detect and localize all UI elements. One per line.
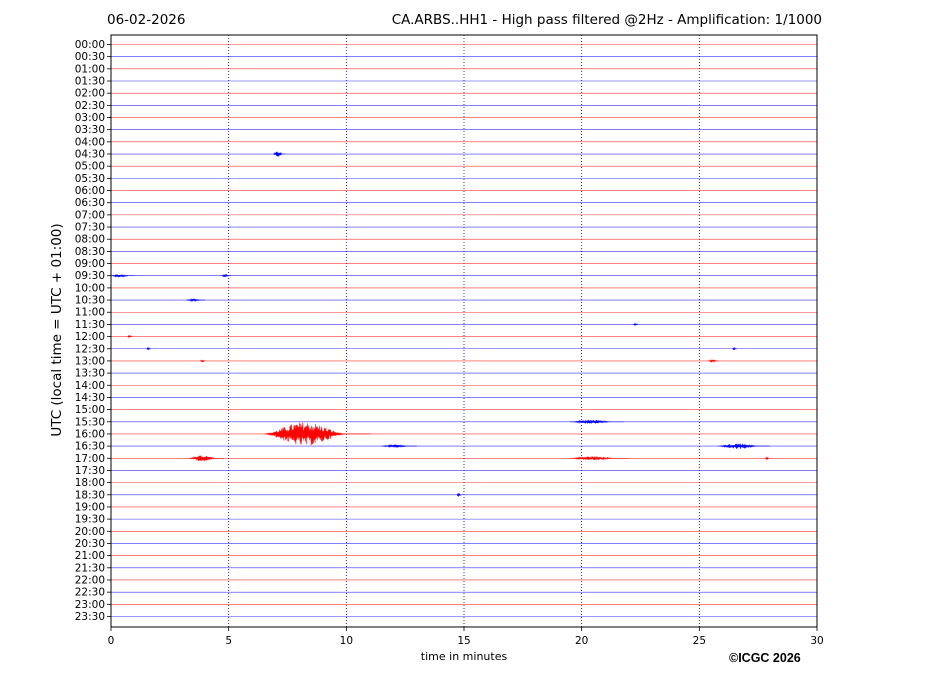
y-tick-label: 22:30 xyxy=(75,587,105,599)
y-axis-label: UTC (local time = UTC + 01:00) xyxy=(49,223,65,437)
y-tick-label: 14:00 xyxy=(75,380,105,392)
chart-title: CA.ARBS..HH1 - High pass filtered @2Hz -… xyxy=(391,12,822,28)
seismic-event xyxy=(456,493,462,497)
x-tick-label: 0 xyxy=(108,635,115,647)
seismic-event xyxy=(221,273,231,278)
y-tick-label: 11:00 xyxy=(75,307,105,319)
y-tick-label: 22:00 xyxy=(75,574,105,586)
y-tick-label: 17:00 xyxy=(75,453,105,465)
y-tick-label: 04:30 xyxy=(75,149,105,161)
seismic-event xyxy=(127,334,133,338)
y-tick-label: 23:30 xyxy=(75,611,105,623)
x-tick-label: 30 xyxy=(810,635,823,647)
y-tick-label: 07:00 xyxy=(75,209,105,221)
y-tick-label: 01:30 xyxy=(75,76,105,88)
y-tick-label: 10:30 xyxy=(75,295,105,307)
x-tick-label: 10 xyxy=(340,635,353,647)
seismic-events xyxy=(111,151,770,497)
seismic-event xyxy=(569,419,624,424)
y-tick-label: 12:00 xyxy=(75,331,105,343)
y-tick-label: 00:30 xyxy=(75,51,105,63)
y-tick-label: 05:30 xyxy=(75,173,105,185)
y-tick-label: 03:30 xyxy=(75,124,105,136)
gridlines xyxy=(228,35,700,627)
y-tick-label: 18:00 xyxy=(75,477,105,489)
y-tick-label: 14:30 xyxy=(75,392,105,404)
x-axis-label: time in minutes xyxy=(420,650,508,663)
x-tick-label: 20 xyxy=(575,635,588,647)
seismic-event xyxy=(732,347,737,351)
seismic-event xyxy=(146,346,151,350)
seismic-event xyxy=(765,456,770,461)
y-tick-label: 00:00 xyxy=(75,39,105,51)
plot-frame xyxy=(110,34,818,628)
y-tick-label: 13:30 xyxy=(75,368,105,380)
y-tick-labels: 00:0000:3001:0001:3002:0002:3003:0003:30… xyxy=(75,39,111,623)
y-tick-label: 08:30 xyxy=(75,246,105,258)
y-tick-label: 15:00 xyxy=(75,404,105,416)
y-tick-label: 20:00 xyxy=(75,526,105,538)
seismic-event xyxy=(708,359,719,363)
y-tick-label: 06:30 xyxy=(75,197,105,209)
seismic-event xyxy=(111,273,135,278)
y-tick-label: 12:30 xyxy=(75,343,105,355)
seismic-event xyxy=(633,322,639,326)
trace-lines xyxy=(111,44,817,617)
y-tick-label: 02:30 xyxy=(75,100,105,112)
date-label: 06-02-2026 xyxy=(107,12,186,28)
y-tick-label: 16:30 xyxy=(75,441,105,453)
y-tick-label: 09:00 xyxy=(75,258,105,270)
y-tick-label: 06:00 xyxy=(75,185,105,197)
seismic-event xyxy=(188,455,224,462)
y-tick-label: 19:30 xyxy=(75,514,105,526)
y-tick-label: 07:30 xyxy=(75,222,105,234)
y-tick-label: 01:00 xyxy=(75,63,105,75)
seismic-event xyxy=(200,359,206,363)
y-tick-label: 04:00 xyxy=(75,136,105,148)
y-tick-label: 21:30 xyxy=(75,562,105,574)
y-tick-label: 02:00 xyxy=(75,88,105,100)
y-tick-label: 21:00 xyxy=(75,550,105,562)
y-tick-label: 17:30 xyxy=(75,465,105,477)
y-tick-label: 15:30 xyxy=(75,416,105,428)
y-tick-label: 20:30 xyxy=(75,538,105,550)
seismic-event xyxy=(718,443,770,449)
seismic-event xyxy=(264,422,370,446)
seismic-event xyxy=(273,151,286,157)
seismic-event xyxy=(569,456,629,461)
y-tick-label: 03:00 xyxy=(75,112,105,124)
y-tick-label: 05:00 xyxy=(75,161,105,173)
x-tick-labels: 0 5 10 15 20 25 30 xyxy=(108,627,824,647)
seismic-event xyxy=(186,298,206,302)
x-tick-label: 5 xyxy=(225,635,232,647)
y-tick-label: 23:00 xyxy=(75,599,105,611)
y-tick-label: 16:00 xyxy=(75,428,105,440)
y-tick-label: 19:00 xyxy=(75,501,105,513)
x-tick-label: 15 xyxy=(457,635,470,647)
y-tick-label: 11:30 xyxy=(75,319,105,331)
y-tick-label: 18:30 xyxy=(75,489,105,501)
x-tick-label: 25 xyxy=(693,635,706,647)
y-tick-label: 08:00 xyxy=(75,234,105,246)
copyright-label: ©ICGC 2026 xyxy=(729,651,801,665)
seismic-event xyxy=(381,444,417,448)
y-tick-label: 09:30 xyxy=(75,270,105,282)
y-tick-label: 13:00 xyxy=(75,355,105,367)
y-tick-label: 10:00 xyxy=(75,282,105,294)
